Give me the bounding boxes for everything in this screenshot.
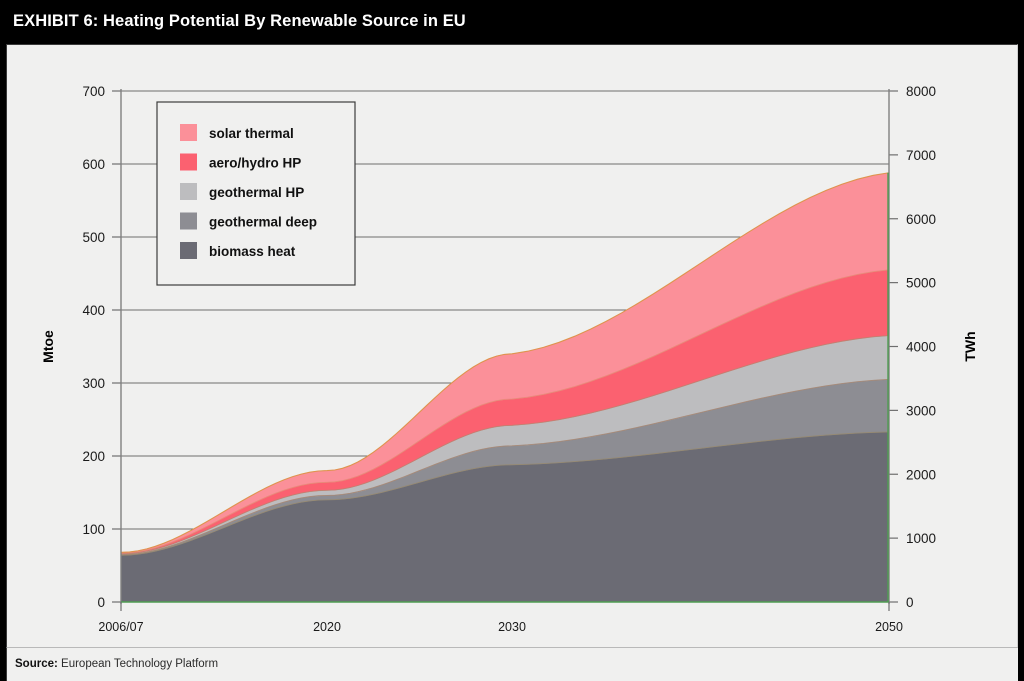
- legend-swatch: [180, 183, 197, 200]
- source-label: Source:: [15, 658, 58, 670]
- legend-label: aero/hydro HP: [209, 156, 301, 171]
- left-axis-title: Mtoe: [40, 330, 56, 363]
- series-boundary-line: [120, 269, 890, 554]
- legend-label: biomass heat: [209, 244, 296, 259]
- source-value: European Technology Platform: [57, 658, 219, 670]
- left-axis-tick-label: 400: [82, 303, 105, 318]
- right-axis-tick-label: 8000: [906, 84, 936, 99]
- series-boundary-line: [120, 431, 890, 556]
- legend-swatch: [180, 153, 197, 171]
- footer-bar: Source: European Technology Platform: [6, 647, 1018, 681]
- right-axis-title: TWh: [962, 331, 978, 361]
- right-axis-tick-label: 1000: [906, 531, 936, 546]
- page-title: EXHIBIT 6: Heating Potential By Renewabl…: [13, 12, 466, 30]
- left-axis-tick-label: 700: [82, 84, 105, 99]
- left-axis-tick-label: 0: [97, 595, 105, 610]
- right-axis-tick-label: 2000: [906, 467, 936, 482]
- legend-swatch: [180, 124, 197, 141]
- x-axis-tick-label: 2030: [498, 620, 526, 634]
- legend-label: solar thermal: [209, 126, 294, 141]
- series-boundary-line: [120, 378, 890, 555]
- axis-frame: [120, 89, 890, 604]
- right-axis-tick-label: 4000: [906, 340, 936, 355]
- chart-panel: 0 100 200 300 400 500 600 700 0 1000 2000 3000 4000 5…: [6, 44, 1018, 647]
- legend-label: geothermal HP: [209, 185, 304, 200]
- x-axis-tick-label: 2050: [875, 620, 903, 634]
- stacked-area-chart: 0100200300400500600700010002000300040005…: [40, 84, 978, 634]
- x-axis: 2006/07 2020 2030 2050: [98, 602, 903, 634]
- left-axis-tick-label: 200: [82, 449, 105, 464]
- right-axis-tick-label: 7000: [906, 148, 936, 163]
- x-axis-tick-label: 2020: [313, 620, 341, 634]
- right-axis-tick-label: 0: [906, 595, 914, 610]
- left-axis-tick-label: 100: [82, 522, 105, 537]
- right-axis: 0 1000 2000 3000 4000 5000 6000 7000 8000: [889, 84, 936, 610]
- series-boundary-line: [120, 335, 890, 555]
- series-areas: [120, 172, 890, 603]
- left-axis-tick-label: 500: [82, 230, 105, 245]
- legend-swatch: [180, 212, 197, 230]
- x-axis-tick-label: 2006/07: [98, 620, 143, 634]
- stack-top-outline: [120, 172, 890, 553]
- title-bar: EXHIBIT 6: Heating Potential By Renewabl…: [0, 0, 1024, 44]
- left-axis-tick-label: 600: [82, 157, 105, 172]
- source-note: Source: European Technology Platform: [15, 658, 218, 670]
- right-axis-tick-label: 5000: [906, 276, 936, 291]
- legend-swatch: [180, 242, 197, 259]
- right-axis-tick-label: 6000: [906, 212, 936, 227]
- left-axis-tick-label: 300: [82, 376, 105, 391]
- legend-label: geothermal deep: [209, 215, 317, 230]
- chart-legend: solar thermal aero/hydro HP geothermal HP g…: [156, 101, 356, 286]
- right-axis-tick-label: 3000: [906, 403, 936, 418]
